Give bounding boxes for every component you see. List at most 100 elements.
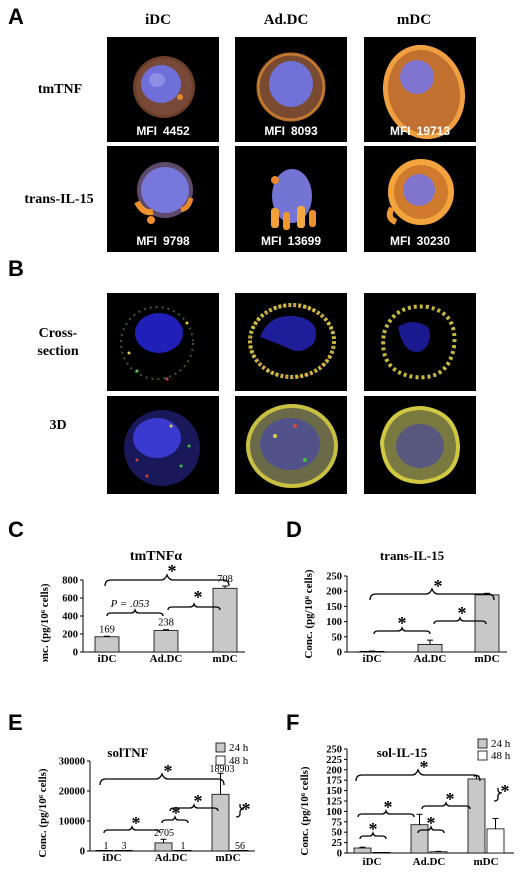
mfi-tmtnf-addc: MFI 8093 — [264, 124, 318, 138]
chart-f-ytick-label-4: 100 — [326, 807, 342, 818]
chart-f-legend-24h-label: 24 h — [491, 738, 511, 750]
chart-e: solTNF Conc. (pg/10⁶ cells) 0 10000 20000 3… — [37, 742, 255, 864]
chart-d-bracket-idc-mdc — [369, 587, 495, 601]
chart-e-label-mdc-48h: 56 — [235, 841, 245, 852]
chart-c-title: tmTNFα — [130, 549, 182, 564]
chart-f-ytick-label-2: 50 — [332, 828, 343, 839]
chart-f-ytick-label-8: 200 — [326, 765, 342, 776]
chart-f-star-idc-mdc: * — [420, 757, 429, 777]
chart-f-ytick-label-0: 0 — [337, 849, 342, 860]
chart-c-ytick-label-3: 600 — [62, 594, 78, 605]
chart-c-cat-addc: Ad.DC — [150, 653, 183, 662]
confocal-3d-idc — [107, 396, 219, 494]
chart-e-legend-48h-label: 48 h — [229, 755, 249, 767]
chart-e-ytick-label-0: 0 — [80, 847, 85, 858]
chart-f-star-mdc-24-48: * — [501, 781, 510, 801]
column-header-mdc: mDC — [396, 12, 432, 28]
confocal-3d-addc — [235, 396, 347, 494]
chart-e-bar-mdc-24h — [211, 793, 230, 852]
confocal-cross-mdc — [364, 293, 476, 391]
chart-f-bar-mdc-48h — [486, 828, 505, 854]
chart-e-star-mdc-24-48: * — [242, 799, 251, 819]
chart-c-data-label-1: 238 — [158, 618, 174, 629]
chart-e-bar-idc-24h — [95, 850, 114, 852]
chart-f-ytick-label-9: 225 — [326, 755, 342, 766]
chart-c-bar-mdc — [212, 587, 238, 653]
chart-f-bar-idc-24h — [353, 847, 372, 854]
micrograph-il15-addc: MFI 13699 — [235, 146, 347, 252]
chart-f-ytick-label-1: 25 — [332, 838, 343, 849]
micrograph-tmtnf-idc: MFI 4452 — [107, 37, 219, 142]
chart-e-legend-24h-label: 24 h — [229, 742, 249, 754]
micrograph-tmtnf-mdc: MFI 19713 — [364, 37, 476, 142]
chart-f: sol-IL-15 Conc. (pg/10⁶ cells) 025507510… — [299, 738, 514, 868]
chart-e-legend-48h-swatch — [215, 755, 226, 766]
chart-d-ytick-label-5: 250 — [326, 572, 342, 583]
chart-d-star-idc-addc: * — [398, 613, 407, 633]
chart-d-ytick-label-3: 150 — [326, 602, 342, 613]
chart-e-star-addc-mdc: * — [194, 791, 203, 811]
chart-c-pvalue: P = .053 — [110, 598, 150, 610]
micrograph-il15-mdc: MFI 30230 — [364, 146, 476, 252]
chart-f-legend-24h-swatch — [477, 738, 488, 749]
chart-f-bar-mdc-24h — [467, 778, 486, 854]
chart-d-ytick-label-1: 50 — [332, 632, 343, 643]
chart-c-ytick-label-0: 0 — [73, 648, 78, 659]
chart-f-bracket-addc-24-48 — [417, 824, 445, 834]
chart-f-bracket-mdc-24-48 — [493, 788, 503, 802]
chart-f-bracket-idc-addc — [357, 808, 415, 818]
row-label-tmtnf: tmTNF — [37, 82, 83, 97]
chart-f-ylabel: Conc. (pg/10⁶ cells) — [299, 766, 311, 855]
chart-f-ytick-label-3: 75 — [332, 817, 343, 828]
chart-c-ytick-label-1: 200 — [62, 630, 78, 641]
chart-e-cat-mdc: mDC — [215, 852, 240, 864]
chart-f-bar-addc-48h — [429, 851, 448, 854]
chart-c-star-idc-mdc: * — [168, 561, 177, 581]
chart-e-label-addc-48h: 1 — [181, 841, 186, 852]
panel-d-letter: D — [286, 517, 302, 542]
chart-c-bar-idc — [94, 636, 120, 653]
chart-c-cat-idc: iDC — [98, 653, 117, 662]
chart-f-cat-idc: iDC — [363, 856, 382, 868]
chart-c-bracket-idc-mdc — [104, 573, 230, 587]
chart-d-title: trans-IL-15 — [380, 548, 445, 563]
chart-f-cat-addc: Ad.DC — [413, 856, 446, 868]
chart-f-bar-addc-24h — [410, 824, 429, 854]
chart-d: trans-IL-15 Conc. (pg/10⁶ cells) 0 50 100 1… — [303, 548, 507, 662]
chart-f-star-idc-addc: * — [384, 797, 393, 817]
chart-e-bar-idc-48h — [114, 850, 133, 852]
chart-c-ylabel: Conc. (pg/10⁶ cells) — [39, 583, 51, 662]
chart-e-ytick-label-1: 10000 — [59, 817, 85, 828]
confocal-3d-mdc — [364, 396, 476, 494]
chart-d-ylabel: Conc. (pg/10⁶ cells) — [303, 569, 315, 658]
chart-f-cat-mdc: mDC — [473, 856, 498, 868]
mfi-il15-addc: MFI 13699 — [260, 234, 322, 248]
micrograph-il15-idc: MFI 9798 — [107, 146, 219, 252]
chart-f-bracket-idc-24-48 — [359, 830, 387, 840]
chart-e-ytick-label-2: 20000 — [59, 787, 85, 798]
chart-e-bar-addc-24h — [154, 842, 173, 852]
chart-c-ytick-label-4: 800 — [62, 576, 78, 587]
chart-f-title: sol-IL-15 — [377, 745, 428, 760]
chart-e-ytick-label-3: 30000 — [59, 757, 85, 768]
chart-d-bar-addc — [417, 644, 443, 653]
mfi-tmtnf-mdc: MFI 19713 — [389, 124, 451, 138]
chart-d-cat-mdc: mDC — [474, 653, 499, 662]
chart-d-plot: 0 50 100 150 200 250 — [326, 572, 500, 659]
chart-e-bracket-addc-24-48 — [161, 814, 189, 824]
confocal-cross-addc — [235, 293, 347, 391]
chart-d-bracket-addc-mdc — [433, 615, 487, 625]
chart-e-ylabel: Conc. (pg/10⁶ cells) — [37, 768, 49, 857]
chart-c-cat-mdc: mDC — [212, 653, 237, 662]
column-header-addc: Ad.DC — [263, 12, 309, 28]
chart-e-legend-24h-swatch — [215, 742, 226, 753]
chart-f-legend-48h-swatch — [477, 750, 488, 761]
chart-f-ytick-label-7: 175 — [326, 776, 342, 787]
mfi-tmtnf-idc: MFI 4452 — [136, 124, 190, 138]
chart-f-legend-48h-label: 48 h — [491, 750, 511, 762]
chart-d-bar-mdc — [474, 594, 500, 653]
chart-e-star-idc-addc: * — [132, 813, 141, 833]
chart-e-label-idc-24h: 1 — [104, 841, 109, 852]
